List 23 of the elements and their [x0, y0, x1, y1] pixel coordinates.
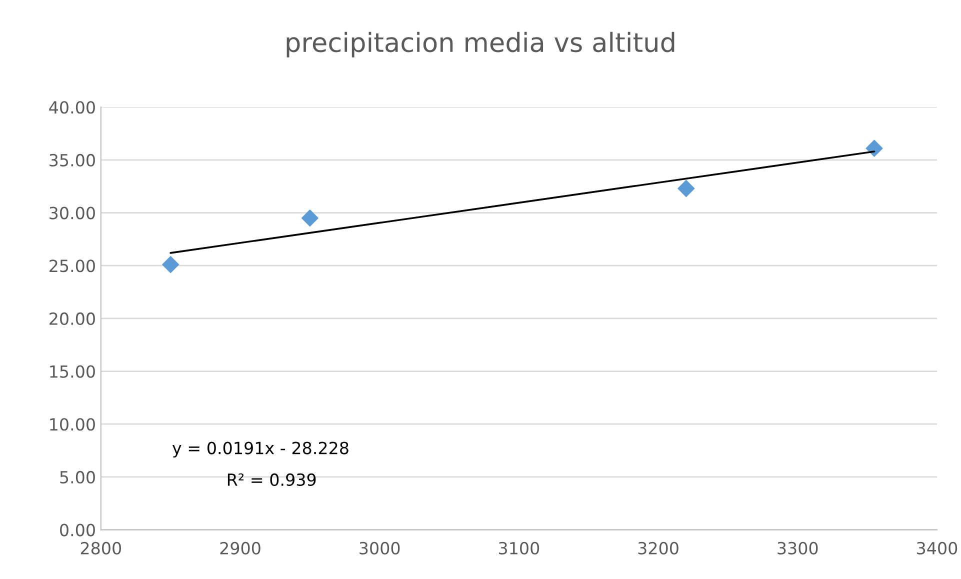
y-tick-label: 15.00 [50, 365, 95, 378]
y-tick-label: 20.00 [50, 312, 95, 326]
annotation: R² = 0.939 [228, 473, 316, 486]
x-tick-label: 3300 [778, 542, 818, 554]
x-tick-label: 3400 [917, 542, 958, 554]
x-tick-label: 2900 [220, 542, 260, 554]
point [866, 140, 883, 157]
x-tick-label: 3000 [360, 542, 400, 554]
chart-title: precipitacion media vs altitud [286, 32, 674, 58]
x-tick-label: 3200 [638, 542, 678, 554]
y-tick-label: 25.00 [50, 260, 95, 272]
y-tick-label: 5.00 [60, 470, 95, 484]
y-tick-label: 0.00 [60, 524, 95, 536]
x-tick-label: 2800 [80, 542, 122, 554]
annotation: y = 0.0191x - 28.228 [172, 442, 348, 458]
y-tick-label: 35.00 [50, 154, 95, 167]
point [678, 180, 695, 198]
point [162, 256, 180, 274]
y-tick-label: 30.00 [50, 206, 95, 220]
point [301, 210, 318, 227]
y-tick-label: 40.00 [49, 101, 95, 114]
y-tick-label: 10.00 [50, 418, 95, 431]
x-tick-label: 3100 [499, 542, 540, 554]
